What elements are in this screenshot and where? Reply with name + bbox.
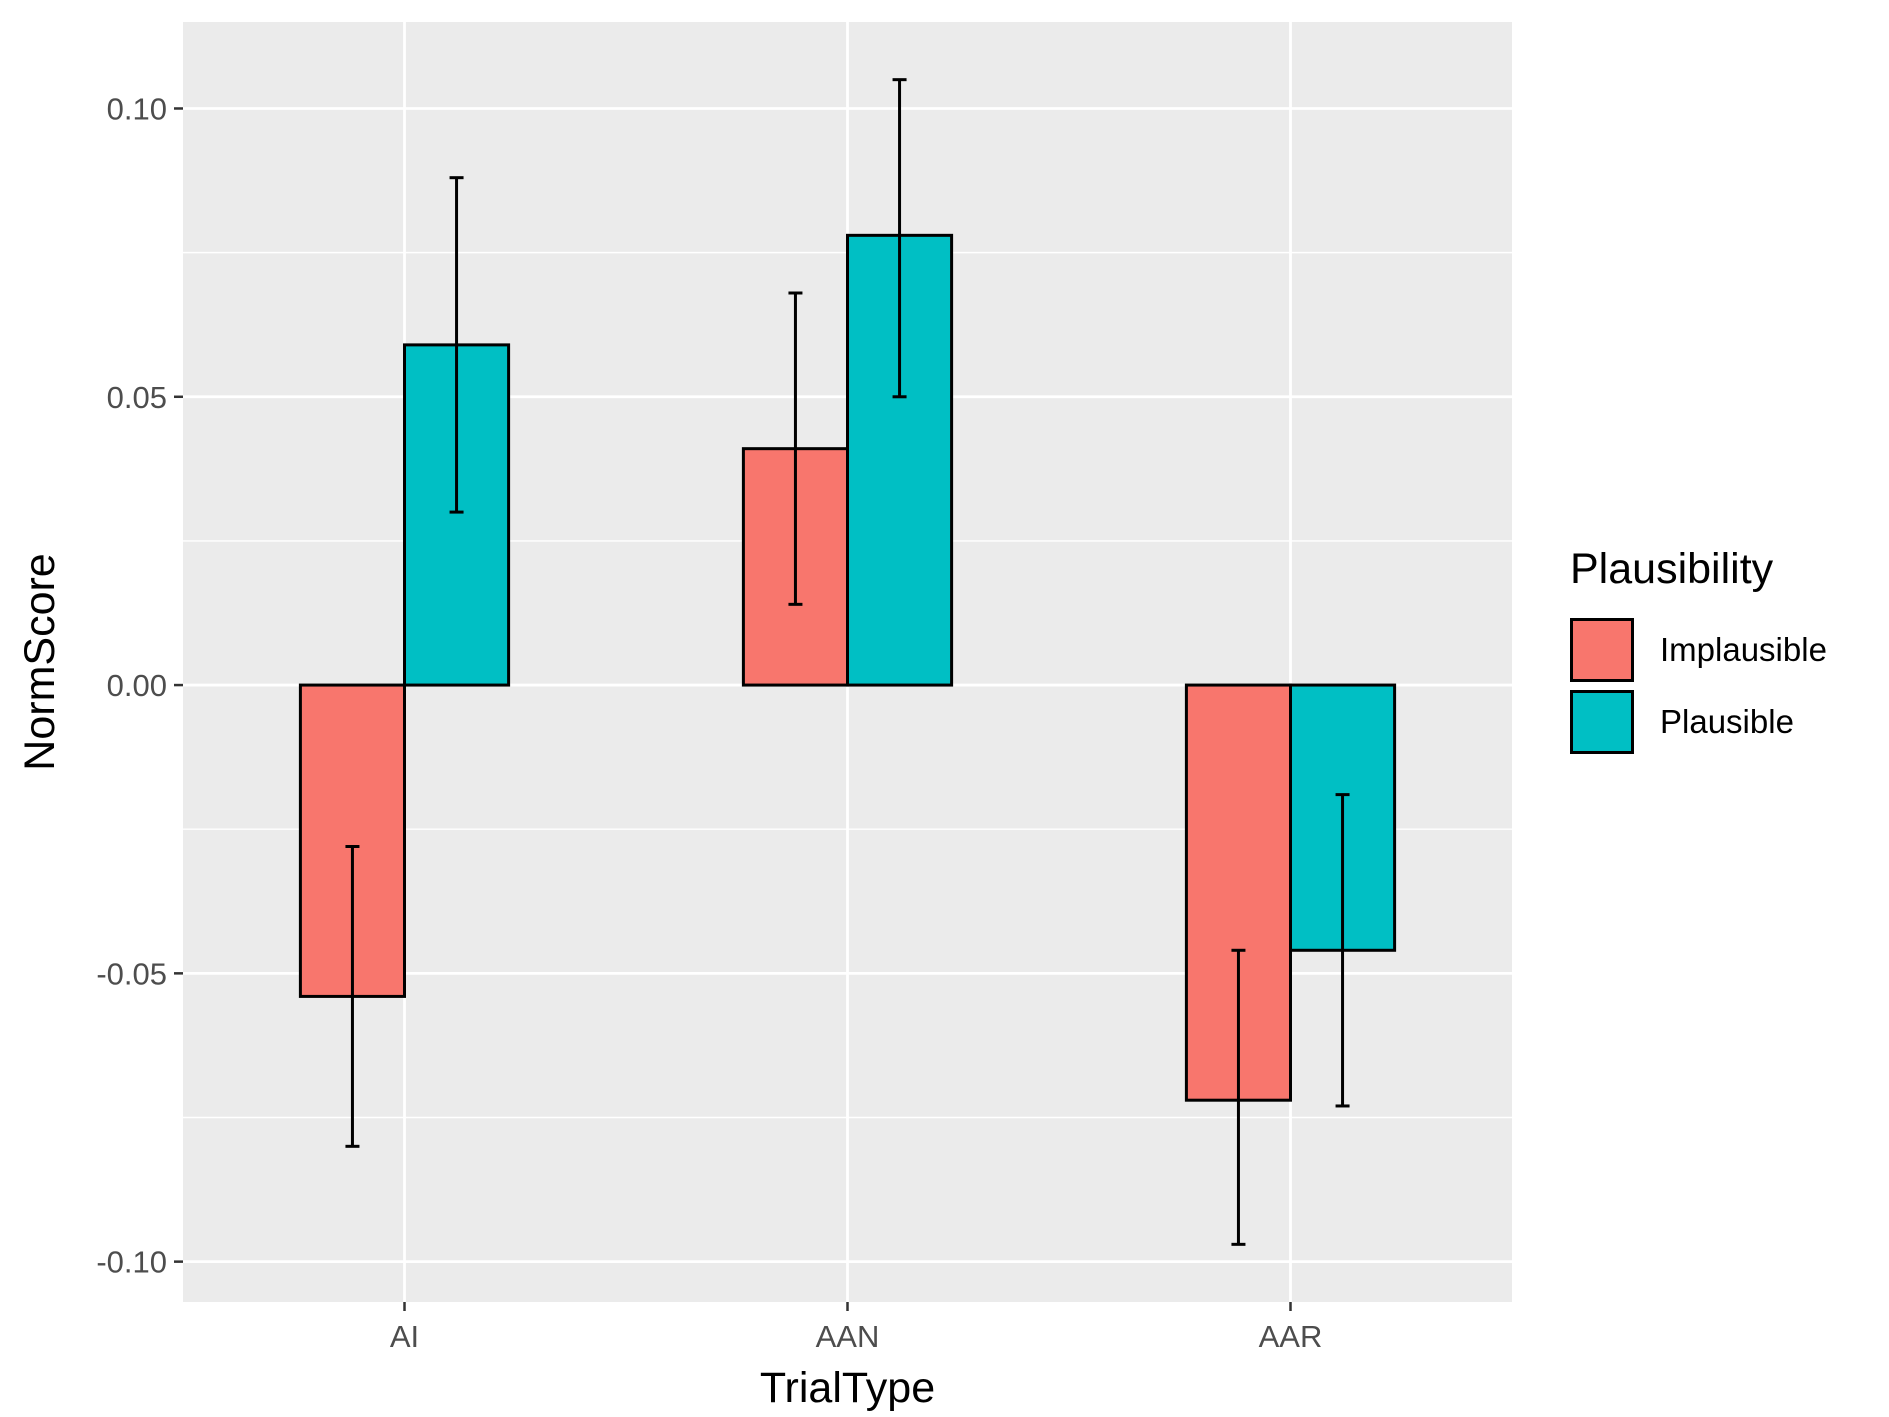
- x-axis: AI AAN AAR: [390, 1302, 1323, 1354]
- y-axis: -0.10 -0.05 0.00 0.05 0.10: [96, 91, 183, 1280]
- y-tick-label: 0.00: [107, 668, 167, 703]
- legend-key-implausible: [1570, 618, 1634, 682]
- legend-label-implausible: Implausible: [1660, 631, 1827, 668]
- y-axis-title: NormScore: [16, 553, 64, 770]
- legend: Plausibility Implausible Plausible: [1570, 545, 1827, 758]
- legend-label-plausible: Plausible: [1660, 703, 1794, 740]
- x-axis-title: TrialType: [760, 1364, 935, 1412]
- y-tick-label: 0.05: [107, 380, 167, 415]
- legend-item-plausible: Plausible: [1570, 686, 1827, 758]
- y-tick-label: -0.05: [96, 956, 167, 991]
- x-tick-label: AI: [390, 1319, 419, 1354]
- error-bars: [345, 78, 1350, 1246]
- bars: [298, 233, 1397, 1102]
- legend-item-implausible: Implausible: [1570, 614, 1827, 686]
- x-tick-label: AAR: [1259, 1319, 1323, 1354]
- legend-title: Plausibility: [1570, 545, 1774, 593]
- y-tick-label: 0.10: [107, 91, 167, 126]
- y-tick-label: -0.10: [96, 1245, 167, 1280]
- legend-key-plausible: [1570, 690, 1634, 754]
- x-tick-label: AAN: [816, 1319, 880, 1354]
